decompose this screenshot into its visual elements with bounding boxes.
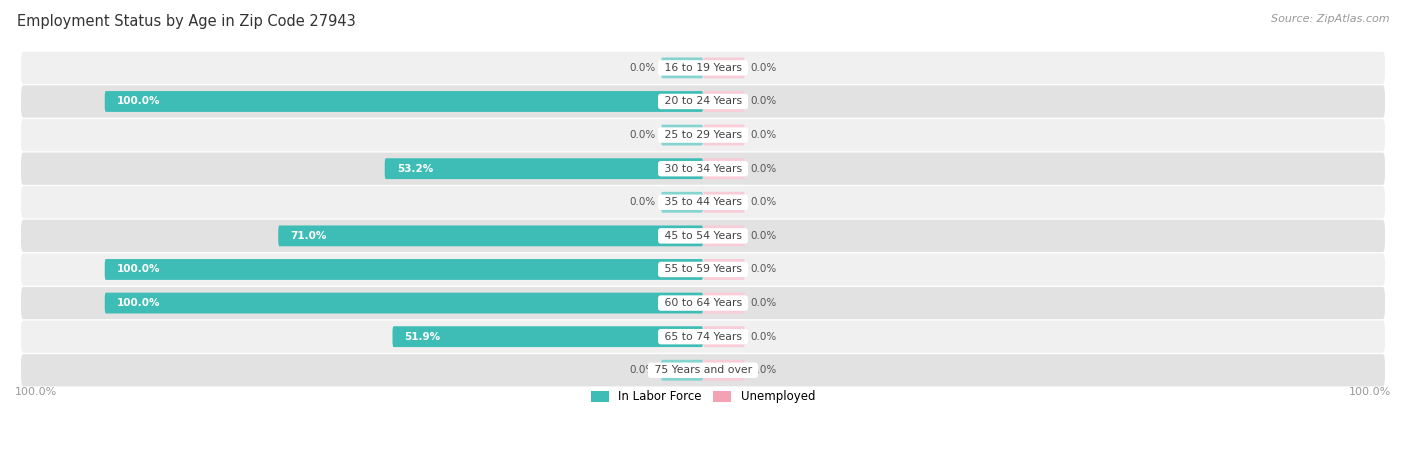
- FancyBboxPatch shape: [21, 186, 1385, 218]
- FancyBboxPatch shape: [21, 152, 1385, 185]
- FancyBboxPatch shape: [703, 226, 745, 246]
- FancyBboxPatch shape: [21, 119, 1385, 151]
- FancyBboxPatch shape: [703, 57, 745, 78]
- Text: 20 to 24 Years: 20 to 24 Years: [661, 97, 745, 106]
- Text: 0.0%: 0.0%: [751, 63, 778, 73]
- FancyBboxPatch shape: [21, 52, 1385, 84]
- Text: 0.0%: 0.0%: [628, 365, 655, 375]
- Text: 0.0%: 0.0%: [751, 298, 778, 308]
- Text: Employment Status by Age in Zip Code 27943: Employment Status by Age in Zip Code 279…: [17, 14, 356, 28]
- Text: 100.0%: 100.0%: [15, 387, 58, 397]
- FancyBboxPatch shape: [703, 360, 745, 381]
- FancyBboxPatch shape: [703, 91, 745, 112]
- FancyBboxPatch shape: [661, 360, 703, 381]
- FancyBboxPatch shape: [661, 57, 703, 78]
- FancyBboxPatch shape: [21, 287, 1385, 319]
- Text: 51.9%: 51.9%: [405, 331, 440, 342]
- Text: 30 to 34 Years: 30 to 34 Years: [661, 164, 745, 174]
- FancyBboxPatch shape: [661, 124, 703, 146]
- FancyBboxPatch shape: [392, 326, 703, 347]
- Text: 0.0%: 0.0%: [751, 97, 778, 106]
- Text: 100.0%: 100.0%: [117, 97, 160, 106]
- Text: 0.0%: 0.0%: [751, 365, 778, 375]
- Text: 0.0%: 0.0%: [628, 197, 655, 207]
- FancyBboxPatch shape: [278, 226, 703, 246]
- Text: 0.0%: 0.0%: [628, 63, 655, 73]
- Text: 0.0%: 0.0%: [751, 164, 778, 174]
- Text: 53.2%: 53.2%: [396, 164, 433, 174]
- FancyBboxPatch shape: [104, 259, 703, 280]
- FancyBboxPatch shape: [703, 192, 745, 213]
- FancyBboxPatch shape: [661, 192, 703, 213]
- Text: 65 to 74 Years: 65 to 74 Years: [661, 331, 745, 342]
- FancyBboxPatch shape: [703, 124, 745, 146]
- Text: 35 to 44 Years: 35 to 44 Years: [661, 197, 745, 207]
- Legend: In Labor Force, Unemployed: In Labor Force, Unemployed: [586, 386, 820, 408]
- Text: 0.0%: 0.0%: [751, 130, 778, 140]
- Text: Source: ZipAtlas.com: Source: ZipAtlas.com: [1271, 14, 1389, 23]
- FancyBboxPatch shape: [703, 293, 745, 313]
- Text: 55 to 59 Years: 55 to 59 Years: [661, 264, 745, 275]
- Text: 60 to 64 Years: 60 to 64 Years: [661, 298, 745, 308]
- Text: 100.0%: 100.0%: [117, 264, 160, 275]
- Text: 0.0%: 0.0%: [751, 331, 778, 342]
- Text: 100.0%: 100.0%: [1348, 387, 1391, 397]
- FancyBboxPatch shape: [703, 158, 745, 179]
- FancyBboxPatch shape: [21, 220, 1385, 252]
- Text: 0.0%: 0.0%: [751, 264, 778, 275]
- FancyBboxPatch shape: [21, 85, 1385, 118]
- Text: 0.0%: 0.0%: [751, 197, 778, 207]
- Text: 71.0%: 71.0%: [290, 231, 326, 241]
- FancyBboxPatch shape: [703, 259, 745, 280]
- Text: 0.0%: 0.0%: [628, 130, 655, 140]
- Text: 45 to 54 Years: 45 to 54 Years: [661, 231, 745, 241]
- FancyBboxPatch shape: [104, 91, 703, 112]
- Text: 100.0%: 100.0%: [117, 298, 160, 308]
- Text: 75 Years and over: 75 Years and over: [651, 365, 755, 375]
- FancyBboxPatch shape: [385, 158, 703, 179]
- FancyBboxPatch shape: [21, 321, 1385, 353]
- FancyBboxPatch shape: [104, 293, 703, 313]
- Text: 0.0%: 0.0%: [751, 231, 778, 241]
- Text: 25 to 29 Years: 25 to 29 Years: [661, 130, 745, 140]
- FancyBboxPatch shape: [21, 354, 1385, 387]
- FancyBboxPatch shape: [703, 326, 745, 347]
- FancyBboxPatch shape: [21, 253, 1385, 285]
- Text: 16 to 19 Years: 16 to 19 Years: [661, 63, 745, 73]
